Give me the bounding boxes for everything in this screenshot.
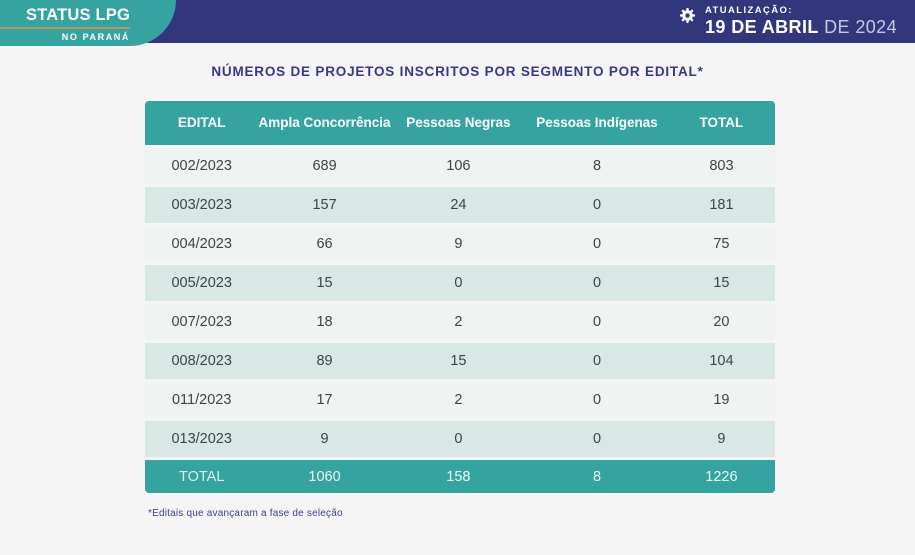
cell-edital: 013/2023: [171, 431, 232, 447]
cell-negras: 15: [450, 353, 467, 369]
footnote: *Editais que avançaram a fase de seleção: [148, 508, 343, 519]
column-header-total: TOTAL: [699, 115, 744, 131]
cell-ampla: 89: [316, 353, 333, 369]
cell-edital: 011/2023: [171, 392, 232, 408]
cell-negras: 106: [446, 158, 471, 174]
cell-negras: 9: [454, 236, 463, 252]
cell-total: 104: [709, 353, 734, 369]
cell-total: 75: [713, 236, 730, 252]
table-row: 003/2023 157 24 0 181: [145, 187, 775, 223]
cell-indigenas: 8: [592, 158, 602, 174]
cell-edital: 007/2023: [171, 314, 232, 330]
table-row: 008/2023 89 15 0 104: [145, 343, 775, 379]
update-date-strong: 19 DE ABRIL: [704, 17, 819, 37]
total-row-label: TOTAL: [179, 468, 225, 485]
cell-ampla: 689: [312, 158, 337, 174]
brand-gold-rule: [0, 27, 130, 29]
brand-subtitle: NO PARANÁ: [61, 32, 130, 42]
cell-ampla: 18: [316, 314, 333, 330]
table-row: 011/2023 17 2 0 19: [145, 382, 775, 418]
cell-ampla: 15: [316, 275, 333, 291]
total-total: 1226: [705, 468, 738, 485]
cell-indigenas: 0: [592, 236, 602, 252]
update-texts: ATUALIZAÇÃO: 19 DE ABRIL DE 2024: [705, 5, 897, 38]
brand-badge: STATUS LPG NO PARANÁ: [0, 0, 176, 46]
cell-negras: 0: [454, 275, 463, 291]
page-title: NÚMEROS DE PROJETOS INSCRITOS POR SEGMEN…: [211, 64, 704, 79]
update-date-rest: DE 2024: [818, 17, 897, 37]
total-ampla: 1060: [308, 468, 341, 485]
cell-ampla: 66: [316, 236, 333, 252]
cell-indigenas: 0: [592, 431, 602, 447]
table-row: 002/2023 689 106 8 803: [145, 148, 775, 184]
cell-negras: 24: [450, 197, 467, 213]
column-header-ampla-concorrencia: Ampla Concorrência: [258, 115, 391, 131]
total-indigenas: 8: [592, 468, 602, 485]
update-info: ATUALIZAÇÃO: 19 DE ABRIL DE 2024: [679, 5, 897, 38]
column-header-edital: EDITAL: [177, 115, 226, 131]
table-row: 004/2023 66 9 0 75: [145, 226, 775, 262]
column-header-pessoas-negras: Pessoas Negras: [406, 115, 511, 131]
brand-title: STATUS LPG: [25, 6, 130, 24]
table-header-row: EDITAL Ampla Concorrência Pessoas Negras…: [145, 101, 775, 145]
cell-total: 19: [713, 392, 730, 408]
cell-indigenas: 0: [592, 392, 602, 408]
table-row: 005/2023 15 0 0 15: [145, 265, 775, 301]
table-row: 007/2023 18 2 0 20: [145, 304, 775, 340]
projects-table: EDITAL Ampla Concorrência Pessoas Negras…: [145, 101, 775, 493]
cell-indigenas: 0: [592, 314, 602, 330]
cell-total: 181: [709, 197, 734, 213]
table-total-row: TOTAL 1060 158 8 1226: [145, 460, 775, 493]
cell-indigenas: 0: [592, 275, 602, 291]
cell-total: 803: [709, 158, 734, 174]
cell-edital: 008/2023: [171, 353, 232, 369]
cell-indigenas: 0: [592, 197, 602, 213]
cell-ampla: 9: [320, 431, 329, 447]
cell-ampla: 17: [316, 392, 333, 408]
cell-edital: 002/2023: [171, 158, 232, 174]
cell-edital: 005/2023: [171, 275, 232, 291]
gear-icon: [679, 7, 696, 24]
cell-total: 15: [713, 275, 730, 291]
column-header-pessoas-indigenas: Pessoas Indígenas: [536, 115, 658, 131]
brand-inner: STATUS LPG NO PARANÁ: [0, 6, 130, 42]
total-negras: 158: [446, 468, 471, 485]
cell-indigenas: 0: [592, 353, 602, 369]
cell-ampla: 157: [312, 197, 337, 213]
update-label: ATUALIZAÇÃO:: [704, 5, 793, 16]
update-date: 19 DE ABRIL DE 2024: [705, 17, 897, 38]
cell-total: 9: [717, 431, 726, 447]
cell-negras: 2: [454, 314, 463, 330]
cell-total: 20: [713, 314, 730, 330]
cell-negras: 2: [454, 392, 463, 408]
table-row: 013/2023 9 0 0 9: [145, 421, 775, 457]
cell-edital: 003/2023: [171, 197, 232, 213]
cell-edital: 004/2023: [171, 236, 232, 252]
cell-negras: 0: [454, 431, 463, 447]
